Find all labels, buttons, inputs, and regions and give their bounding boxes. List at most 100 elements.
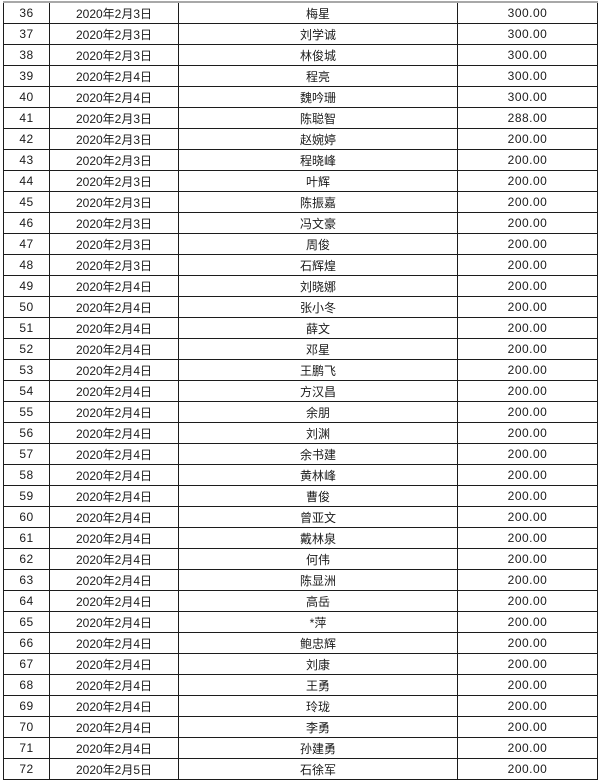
table-body: 36 2020年2月3日 梅星 300.00 37 2020年2月3日 刘学诚 300.00 3…	[3, 1, 598, 780]
amount-cell: 288.00	[457, 107, 598, 129]
date-cell: 2020年2月4日	[49, 695, 179, 717]
row-number-cell: 40	[3, 86, 50, 108]
row-number-cell: 52	[3, 338, 50, 360]
amount-cell: 200.00	[457, 149, 598, 171]
table-row: 38 2020年2月3日 林俊城 300.00	[3, 44, 598, 66]
date-cell: 2020年2月4日	[49, 359, 179, 381]
date-cell: 2020年2月3日	[49, 254, 179, 276]
date-cell: 2020年2月4日	[49, 590, 179, 612]
date-cell: 2020年2月4日	[49, 296, 179, 318]
date-cell: 2020年2月4日	[49, 422, 179, 444]
row-number-cell: 48	[3, 254, 50, 276]
date-cell: 2020年2月4日	[49, 86, 179, 108]
row-number-cell: 60	[3, 506, 50, 528]
table-row: 70 2020年2月4日 李勇 200.00	[3, 716, 598, 738]
amount-cell: 200.00	[457, 443, 598, 465]
row-number-cell: 39	[3, 65, 50, 87]
name-cell: 周俊	[178, 233, 458, 255]
name-cell: 刘学诚	[178, 23, 458, 45]
table-row: 60 2020年2月4日 曾亚文 200.00	[3, 506, 598, 528]
row-number-cell: 41	[3, 107, 50, 129]
name-cell: *萍	[178, 611, 458, 633]
table-row: 63 2020年2月4日 陈显洲 200.00	[3, 569, 598, 591]
row-number-cell: 42	[3, 128, 50, 150]
row-number-cell: 69	[3, 695, 50, 717]
date-cell: 2020年2月3日	[49, 107, 179, 129]
row-number-cell: 49	[3, 275, 50, 297]
table-row: 50 2020年2月4日 张小冬 200.00	[3, 296, 598, 318]
row-number-cell: 58	[3, 464, 50, 486]
table-row: 44 2020年2月3日 叶辉 200.00	[3, 170, 598, 192]
table-row: 54 2020年2月4日 方汉昌 200.00	[3, 380, 598, 402]
table-row: 64 2020年2月4日 高岳 200.00	[3, 590, 598, 612]
date-cell: 2020年2月4日	[49, 527, 179, 549]
amount-cell: 200.00	[457, 317, 598, 339]
amount-cell: 300.00	[457, 44, 598, 66]
row-number-cell: 64	[3, 590, 50, 612]
table-row: 56 2020年2月4日 刘渊 200.00	[3, 422, 598, 444]
amount-cell: 200.00	[457, 212, 598, 234]
table-row: 45 2020年2月3日 陈振嘉 200.00	[3, 191, 598, 213]
table-row: 69 2020年2月4日 玲珑 200.00	[3, 695, 598, 717]
date-cell: 2020年2月3日	[49, 44, 179, 66]
table-row: 57 2020年2月4日 余书建 200.00	[3, 443, 598, 465]
amount-cell: 300.00	[457, 65, 598, 87]
name-cell: 梅星	[178, 1, 458, 24]
row-number-cell: 46	[3, 212, 50, 234]
table-row: 68 2020年2月4日 王勇 200.00	[3, 674, 598, 696]
amount-cell: 200.00	[457, 359, 598, 381]
name-cell: 玲珑	[178, 695, 458, 717]
table-row: 39 2020年2月4日 程亮 300.00	[3, 65, 598, 87]
amount-cell: 200.00	[457, 527, 598, 549]
name-cell: 陈振嘉	[178, 191, 458, 213]
amount-cell: 200.00	[457, 548, 598, 570]
amount-cell: 200.00	[457, 464, 598, 486]
table-row: 67 2020年2月4日 刘康 200.00	[3, 653, 598, 675]
name-cell: 刘康	[178, 653, 458, 675]
amount-cell: 300.00	[457, 23, 598, 45]
date-cell: 2020年2月3日	[49, 170, 179, 192]
row-number-cell: 51	[3, 317, 50, 339]
date-cell: 2020年2月4日	[49, 548, 179, 570]
row-number-cell: 72	[3, 758, 50, 780]
amount-cell: 200.00	[457, 506, 598, 528]
amount-cell: 200.00	[457, 716, 598, 738]
date-cell: 2020年2月3日	[49, 191, 179, 213]
table-row: 48 2020年2月3日 石辉煌 200.00	[3, 254, 598, 276]
amount-cell: 200.00	[457, 737, 598, 759]
name-cell: 陈聪智	[178, 107, 458, 129]
row-number-cell: 53	[3, 359, 50, 381]
amount-cell: 200.00	[457, 590, 598, 612]
amount-cell: 200.00	[457, 758, 598, 780]
amount-cell: 200.00	[457, 128, 598, 150]
row-number-cell: 57	[3, 443, 50, 465]
table-row: 46 2020年2月3日 冯文豪 200.00	[3, 212, 598, 234]
date-cell: 2020年2月4日	[49, 317, 179, 339]
row-number-cell: 70	[3, 716, 50, 738]
name-cell: 刘晓娜	[178, 275, 458, 297]
name-cell: 王鹏飞	[178, 359, 458, 381]
name-cell: 余朋	[178, 401, 458, 423]
name-cell: 孙建勇	[178, 737, 458, 759]
date-cell: 2020年2月4日	[49, 338, 179, 360]
table-row: 52 2020年2月4日 邓星 200.00	[3, 338, 598, 360]
row-number-cell: 65	[3, 611, 50, 633]
name-cell: 刘渊	[178, 422, 458, 444]
date-cell: 2020年2月4日	[49, 737, 179, 759]
amount-cell: 200.00	[457, 569, 598, 591]
row-number-cell: 62	[3, 548, 50, 570]
name-cell: 陈显洲	[178, 569, 458, 591]
amount-cell: 200.00	[457, 338, 598, 360]
table-row: 65 2020年2月4日 *萍 200.00	[3, 611, 598, 633]
table-row: 55 2020年2月4日 余朋 200.00	[3, 401, 598, 423]
name-cell: 程亮	[178, 65, 458, 87]
row-number-cell: 66	[3, 632, 50, 654]
date-cell: 2020年2月4日	[49, 65, 179, 87]
table-row: 59 2020年2月4日 曹俊 200.00	[3, 485, 598, 507]
amount-cell: 300.00	[457, 1, 598, 24]
table-row: 40 2020年2月4日 魏吟珊 300.00	[3, 86, 598, 108]
amount-cell: 200.00	[457, 695, 598, 717]
name-cell: 方汉昌	[178, 380, 458, 402]
row-number-cell: 61	[3, 527, 50, 549]
name-cell: 余书建	[178, 443, 458, 465]
